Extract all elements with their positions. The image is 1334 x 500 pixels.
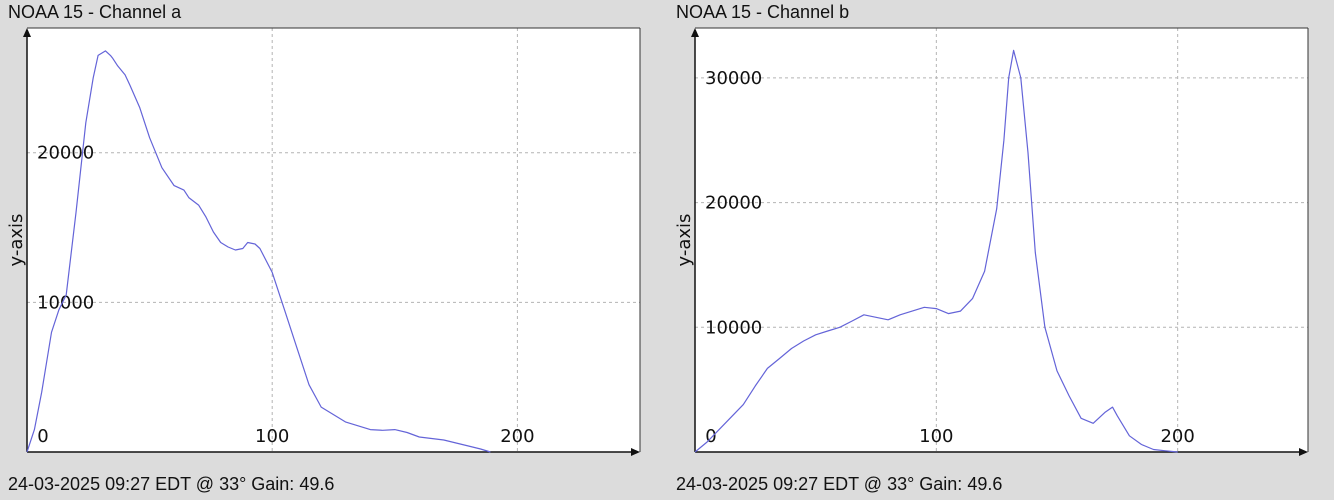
y-axis-label: y-axis	[6, 214, 27, 267]
y-tick-label: 10000	[37, 292, 94, 313]
x-tick-label: 0	[37, 426, 48, 447]
x-tick-label: 100	[919, 426, 953, 447]
chart-footer: 24-03-2025 09:27 EDT @ 33° Gain: 49.6	[8, 474, 335, 494]
x-tick-label: 200	[1160, 426, 1194, 447]
chart-panel-channel-a: NOAA 15 - Channel a 0 100 200 10000 20000 y-a…	[0, 0, 641, 500]
series-line	[26, 50, 491, 453]
y-tick-label: 20000	[37, 143, 94, 164]
x-tick-label: 100	[255, 426, 289, 447]
y-axis-label: y-axis	[674, 214, 695, 267]
y-tick-label: 10000	[705, 317, 762, 338]
chart-footer: 24-03-2025 09:27 EDT @ 33° Gain: 49.6	[676, 474, 1003, 494]
x-axis-arrow	[1299, 448, 1308, 456]
y-axis-arrow	[691, 28, 699, 37]
y-tick-label: 30000	[705, 68, 762, 89]
series-line	[694, 49, 1178, 453]
x-axis-arrow	[631, 448, 640, 456]
plot-area	[27, 28, 640, 452]
chart-plot-channel-b: 0 100 200 10000 20000 30000 y-axis	[674, 27, 1309, 456]
x-tick-label: 200	[500, 426, 534, 447]
y-axis-arrow	[23, 28, 31, 37]
x-tick-label: 0	[705, 426, 716, 447]
chart-plot-channel-a: 0 100 200 10000 20000 y-axis	[6, 27, 641, 456]
chart-title: NOAA 15 - Channel b	[676, 2, 850, 22]
chart-panel-channel-b: NOAA 15 - Channel b 0 100 200 10000 20000 300…	[668, 0, 1309, 500]
y-tick-label: 20000	[705, 193, 762, 214]
plot-area	[695, 28, 1308, 452]
chart-title: NOAA 15 - Channel a	[8, 2, 182, 22]
